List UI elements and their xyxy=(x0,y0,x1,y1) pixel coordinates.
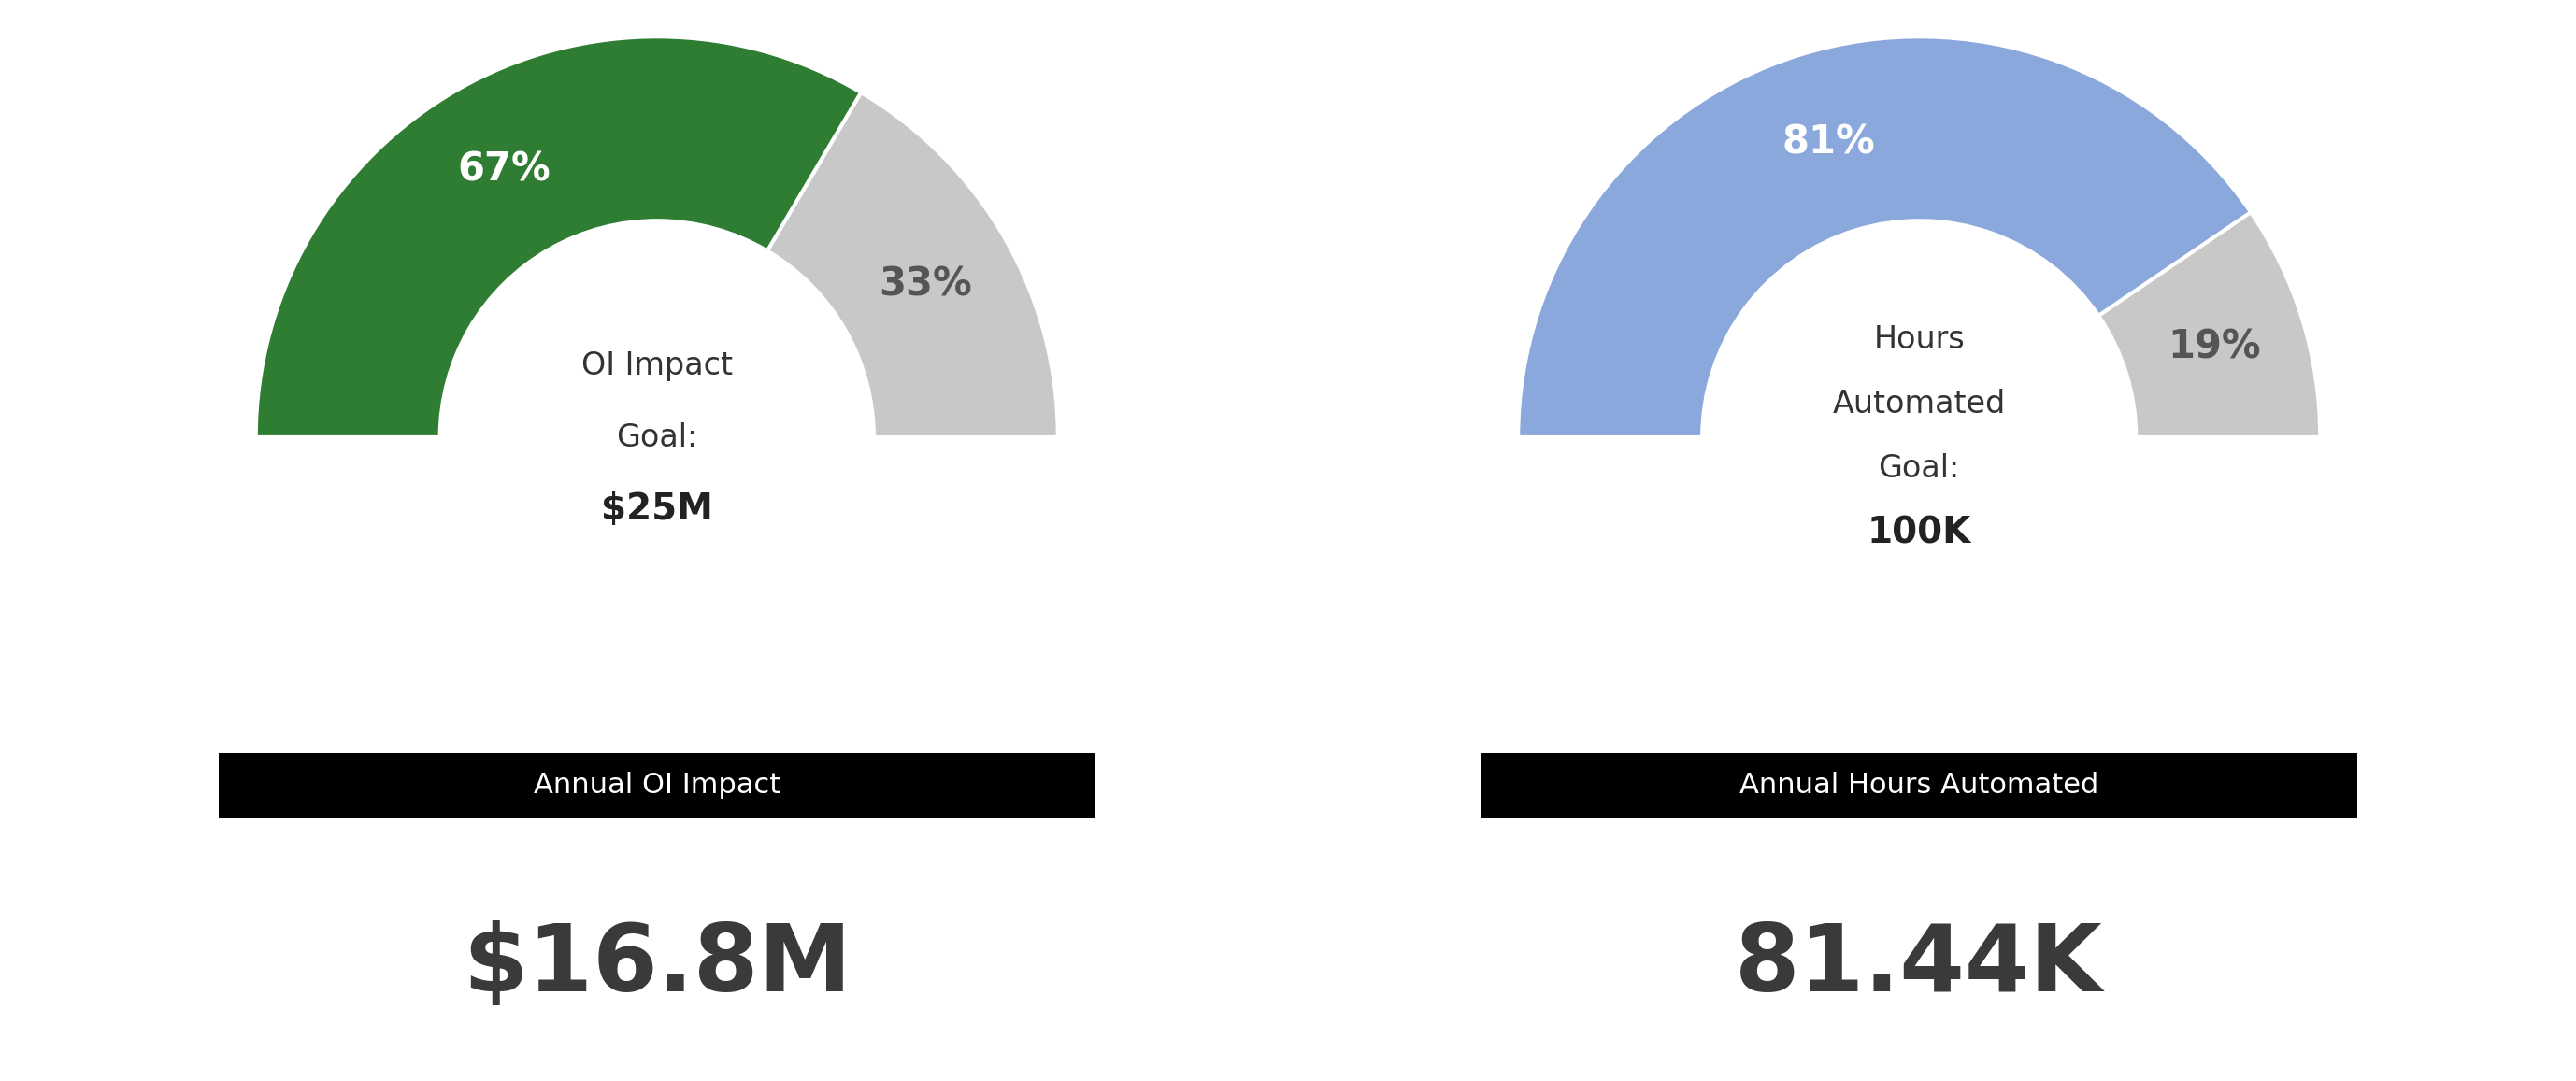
Text: 19%: 19% xyxy=(2169,328,2262,366)
Text: 33%: 33% xyxy=(878,265,971,304)
Wedge shape xyxy=(768,94,1056,438)
Wedge shape xyxy=(1520,39,2249,438)
Text: Hours: Hours xyxy=(1873,324,1965,356)
Text: 100K: 100K xyxy=(1868,515,1971,550)
Text: Goal:: Goal: xyxy=(1878,453,1960,484)
Text: OI Impact: OI Impact xyxy=(582,350,732,381)
Text: Annual Hours Automated: Annual Hours Automated xyxy=(1739,772,2099,799)
Text: $25M: $25M xyxy=(600,492,714,528)
Text: Annual OI Impact: Annual OI Impact xyxy=(533,772,781,799)
FancyBboxPatch shape xyxy=(1481,752,2357,817)
Text: 81%: 81% xyxy=(1783,123,1875,162)
Text: $16.8M: $16.8M xyxy=(464,920,850,1011)
Text: Goal:: Goal: xyxy=(616,423,698,453)
Text: Automated: Automated xyxy=(1832,389,2007,419)
FancyBboxPatch shape xyxy=(219,752,1095,817)
Text: 81.44K: 81.44K xyxy=(1736,920,2102,1011)
Wedge shape xyxy=(258,39,860,438)
Wedge shape xyxy=(2099,213,2318,438)
Text: 67%: 67% xyxy=(456,149,551,189)
